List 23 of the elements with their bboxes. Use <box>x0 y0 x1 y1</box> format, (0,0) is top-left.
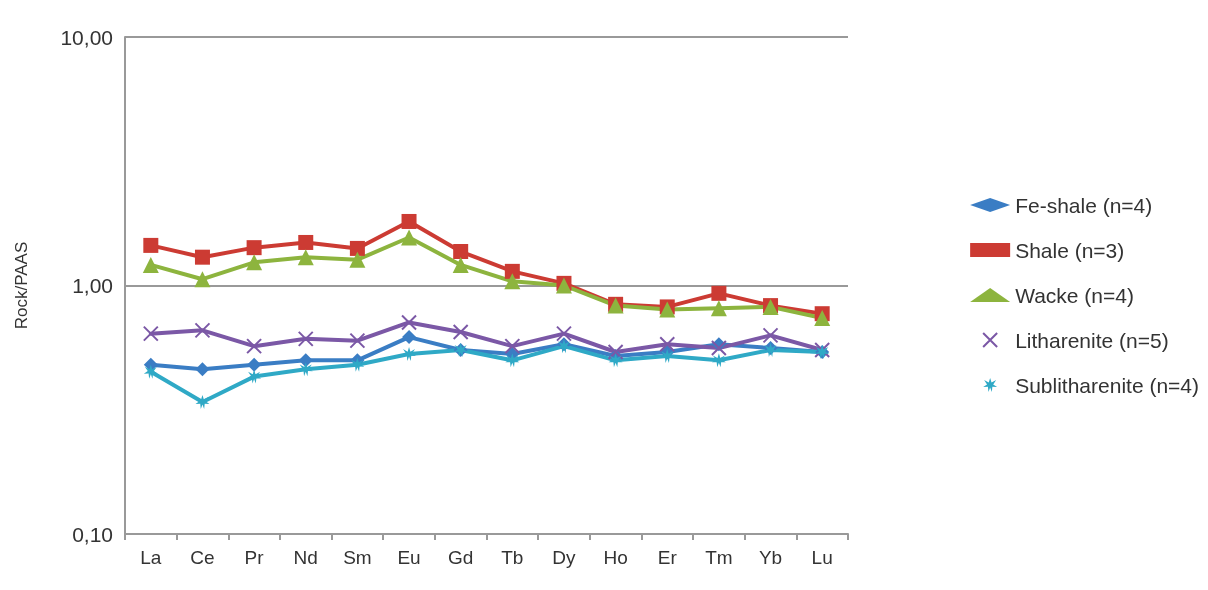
x-tick-label: Ho <box>603 547 628 568</box>
legend-label: Shale (n=3) <box>1015 238 1125 262</box>
legend-label: Litharenite (n=5) <box>1015 328 1169 352</box>
x-tick-label: Tm <box>705 547 733 568</box>
x-tick-label: Lu <box>811 547 833 568</box>
x-tick-label: Pr <box>244 547 265 568</box>
y-tick-label: 0,10 <box>72 522 113 546</box>
x-tick-label: Yb <box>758 547 783 568</box>
x-tick-label: Nd <box>293 547 318 568</box>
y-axis-title: Rock/PAAS <box>12 241 31 330</box>
x-tick-label: Tb <box>501 547 524 568</box>
legend-label: Wacke (n=4) <box>1015 283 1134 307</box>
legend-label: Fe-shale (n=4) <box>1015 193 1153 217</box>
x-tick-label: Dy <box>552 547 577 568</box>
y-tick-label: 10,00 <box>60 25 113 49</box>
x-tick-label: Ce <box>190 547 215 568</box>
y-tick-label: 1,00 <box>72 274 113 297</box>
x-tick-label: La <box>140 547 162 568</box>
x-tick-label: Eu <box>397 547 421 568</box>
x-tick-label: Sm <box>343 547 372 568</box>
x-tick-label: Gd <box>448 547 474 568</box>
x-tick-label: Er <box>657 547 678 568</box>
legend-label: Sublitharenite (n=4) <box>1015 373 1200 397</box>
